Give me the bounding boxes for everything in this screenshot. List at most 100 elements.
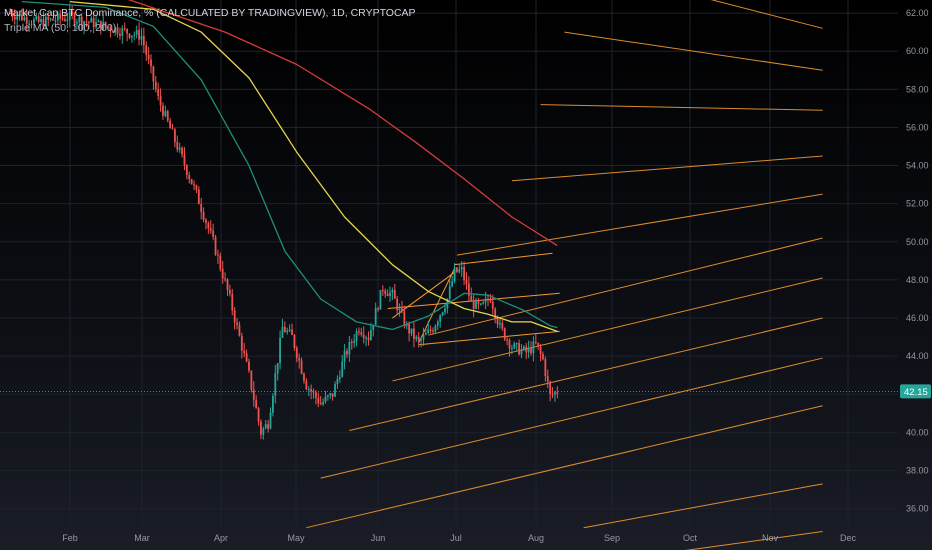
- ma200-line[interactable]: [118, 0, 558, 247]
- candle-body: [381, 290, 384, 292]
- price-tick-label: 54.00: [906, 161, 929, 171]
- candle-body: [413, 328, 415, 339]
- candle-body: [28, 23, 31, 25]
- candle-body: [240, 335, 243, 351]
- candle-body: [291, 329, 293, 336]
- candle-body: [56, 13, 59, 21]
- candle-body: [107, 26, 109, 28]
- candle-body: [245, 353, 248, 362]
- candle-body: [298, 358, 301, 361]
- candle-body: [422, 334, 425, 340]
- candle-body: [76, 22, 78, 24]
- candle-body: [214, 236, 217, 255]
- candle-body: [499, 322, 501, 325]
- candle-body: [503, 328, 506, 340]
- candle-body: [429, 329, 432, 331]
- candle-body: [133, 34, 136, 36]
- candle-body: [169, 120, 172, 129]
- candle-body: [226, 279, 229, 290]
- time-tick-label: Mar: [134, 533, 150, 543]
- candle-body: [334, 384, 336, 397]
- candle-body: [262, 428, 265, 435]
- candle-body: [477, 300, 480, 304]
- last-price-tag[interactable]: [900, 384, 931, 399]
- candle-body: [140, 35, 143, 40]
- candle-body: [18, 14, 21, 17]
- candle-body: [398, 308, 401, 311]
- candle-body: [549, 381, 552, 394]
- candle-body: [420, 339, 422, 341]
- price-tick-label: 58.00: [906, 84, 929, 94]
- price-tick-label: 52.00: [906, 199, 929, 209]
- ma50-line[interactable]: [21, 0, 558, 331]
- candle-body: [109, 27, 112, 31]
- candle-body: [408, 324, 411, 334]
- fib-line: [564, 31, 823, 71]
- candle-body: [66, 19, 69, 21]
- candle-body: [178, 147, 181, 150]
- candle-body: [300, 360, 303, 374]
- indicator-label[interactable]: Triple MA (50, 100, 200): [4, 22, 117, 34]
- ma100-line[interactable]: [69, 0, 558, 333]
- candle-body: [432, 330, 434, 332]
- candle-body: [255, 399, 258, 409]
- candle-body: [71, 11, 74, 15]
- candle-body: [252, 389, 255, 400]
- candle-body: [272, 395, 274, 413]
- candle-body: [104, 22, 107, 27]
- channel-line: [418, 330, 560, 346]
- candle-body: [142, 35, 145, 46]
- candle-body: [164, 111, 167, 116]
- candle-body: [59, 13, 62, 19]
- candle-body: [389, 292, 391, 297]
- channel-line: [454, 252, 553, 266]
- candle-body: [224, 278, 226, 280]
- candle-body: [336, 379, 339, 385]
- candle-body: [369, 330, 372, 341]
- candle-body: [312, 391, 315, 393]
- candle-body: [346, 350, 348, 355]
- candle-body: [13, 16, 16, 20]
- candle-body: [264, 424, 267, 429]
- candle-body: [372, 324, 375, 331]
- candle-body: [456, 267, 458, 272]
- time-tick-label: Jun: [371, 533, 386, 543]
- candle-body: [257, 408, 260, 422]
- candle-body: [200, 204, 203, 213]
- candle-body: [130, 35, 133, 38]
- fib-line: [306, 405, 823, 529]
- candle-body: [145, 45, 148, 55]
- fib-line: [320, 357, 823, 479]
- candle-body: [202, 212, 205, 220]
- candle-body: [293, 335, 296, 348]
- candle-body: [479, 303, 482, 305]
- candle-body: [331, 393, 334, 397]
- candle-body: [522, 346, 525, 350]
- candle-body: [544, 359, 547, 377]
- candle-body: [119, 34, 121, 36]
- candle-body: [465, 280, 468, 284]
- candle-body: [470, 295, 473, 301]
- candle-body: [135, 30, 138, 35]
- candle-body: [393, 290, 396, 299]
- candlestick-series: [9, 3, 559, 440]
- fib-channel-lines: [306, 0, 823, 550]
- candle-body: [482, 302, 485, 304]
- candle-body: [556, 392, 559, 394]
- candle-body: [326, 395, 329, 397]
- last-price-marker: 42.15: [0, 384, 931, 399]
- candle-body: [484, 298, 487, 303]
- candle-body: [353, 340, 356, 343]
- candle-body: [487, 298, 489, 301]
- candle-body: [527, 347, 530, 353]
- time-tick-label: Apr: [214, 533, 228, 543]
- candle-body: [25, 17, 28, 24]
- candle-body: [49, 18, 52, 20]
- price-tick-label: 56.00: [906, 122, 929, 132]
- symbol-title[interactable]: Market Cap BTC Dominance, % (CALCULATED …: [4, 7, 416, 19]
- candle-body: [116, 27, 119, 35]
- price-tick-label: 62.00: [906, 8, 929, 18]
- candle-body: [166, 111, 169, 121]
